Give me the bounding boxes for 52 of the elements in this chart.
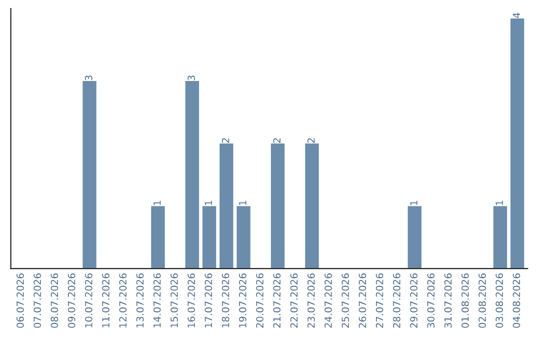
- x-tick-label: 13.07.2026: [136, 273, 144, 328]
- data-label: 2: [307, 138, 315, 143]
- x-tick-label: 10.07.2026: [84, 273, 92, 328]
- bar: [236, 206, 250, 269]
- bar: [151, 206, 165, 269]
- data-label: 1: [204, 200, 212, 206]
- data-label: 1: [496, 200, 503, 206]
- x-tick-label: 07.07.2026: [34, 273, 41, 328]
- x-tick-label: 25.07.2026: [342, 273, 350, 328]
- bar: [185, 81, 200, 269]
- bar: [408, 206, 422, 269]
- data-label: 2: [222, 138, 230, 143]
- x-tick-label: 11.07.2026: [102, 273, 110, 328]
- x-tick-label: 20.07.2026: [256, 273, 264, 328]
- x-tick-label: 21.07.2026: [273, 273, 281, 328]
- x-tick-label: 29.07.2026: [410, 273, 418, 328]
- data-label: 4: [512, 12, 520, 18]
- x-tick-label: 09.07.2026: [68, 273, 76, 328]
- x-tick-label: 22.07.2026: [290, 273, 298, 328]
- bar: [510, 18, 524, 269]
- x-tick-label: 08.07.2026: [50, 273, 58, 328]
- bar: [305, 144, 319, 269]
- x-tick-label: 28.07.2026: [392, 273, 400, 328]
- data-label: 3: [84, 76, 92, 80]
- x-tick-label: 15.07.2026: [170, 273, 178, 328]
- x-tick-label: 06.07.2026: [16, 273, 24, 328]
- x-tick-label: 19.07.2026: [238, 273, 246, 328]
- x-tick-label: 27.07.2026: [376, 273, 384, 328]
- bar: [493, 206, 508, 269]
- x-tick-label: 03.08.2026: [496, 273, 504, 328]
- x-tick-label: 01.08.2026: [461, 273, 469, 328]
- data-label: 1: [154, 200, 161, 206]
- x-tick-label: 24.07.2026: [324, 273, 332, 328]
- x-tick-label: 14.07.2026: [153, 273, 161, 328]
- bar: [82, 81, 96, 269]
- x-tick-label: 26.07.2026: [358, 273, 366, 328]
- data-label: 3: [188, 76, 196, 80]
- bar: [220, 144, 234, 269]
- x-tick-label: 30.07.2026: [427, 273, 435, 328]
- x-tick-label: 12.07.2026: [119, 273, 127, 328]
- x-tick-label: 23.07.2026: [307, 273, 315, 328]
- x-tick-label: 31.07.2026: [444, 273, 452, 328]
- bar: [202, 206, 216, 269]
- x-tick-label: 04.08.2026: [512, 273, 520, 328]
- data-label: 2: [273, 138, 280, 143]
- x-tick-label: 17.07.2026: [204, 273, 212, 328]
- x-tick-label: 16.07.2026: [188, 273, 196, 328]
- data-label: 1: [410, 200, 418, 206]
- bar: [270, 144, 285, 269]
- data-label: 1: [239, 200, 246, 206]
- x-tick-label: 02.08.2026: [478, 273, 486, 328]
- x-tick-label: 18.07.2026: [222, 273, 230, 328]
